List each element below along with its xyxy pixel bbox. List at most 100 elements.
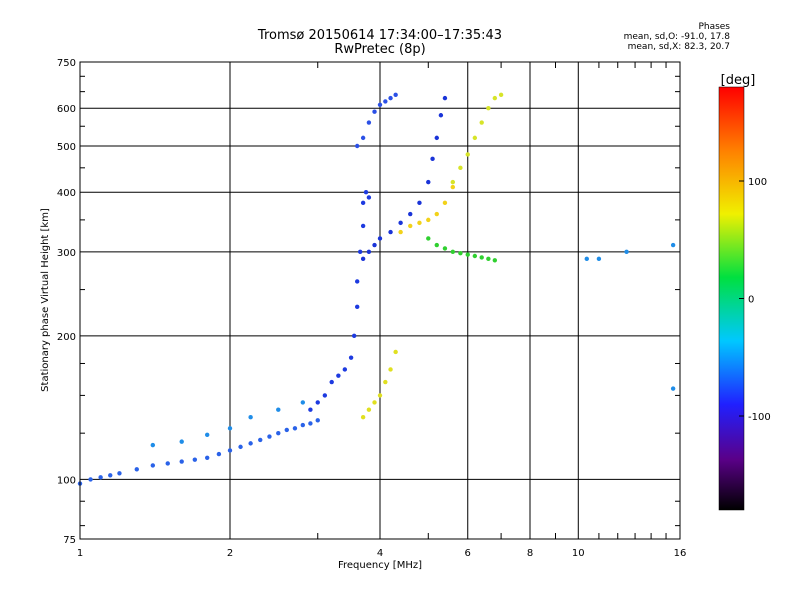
data-point	[492, 258, 498, 263]
data-point	[434, 242, 439, 248]
data-point	[88, 477, 93, 482]
data-point	[300, 422, 306, 428]
data-point	[292, 426, 298, 431]
data-point	[450, 179, 456, 185]
colorbar-label: [deg]	[721, 73, 756, 88]
data-point	[434, 135, 439, 141]
data-point	[308, 407, 313, 412]
data-point	[393, 349, 398, 355]
y-tick-label: 75	[63, 535, 76, 546]
x-tick-label: 1	[77, 548, 83, 559]
data-point	[238, 444, 243, 450]
y-tick-label: 400	[57, 188, 76, 199]
data-point	[372, 109, 377, 114]
data-point	[584, 256, 589, 262]
data-point	[117, 471, 122, 476]
data-point	[377, 393, 383, 398]
data-point	[204, 455, 210, 460]
data-point	[315, 418, 320, 423]
data-point	[366, 120, 372, 125]
data-point	[366, 407, 372, 412]
x-tick-label: 16	[674, 548, 687, 559]
data-point	[248, 441, 253, 446]
data-points	[77, 92, 676, 486]
data-point	[377, 236, 383, 241]
data-point	[383, 379, 388, 385]
x-tick-label: 8	[527, 548, 533, 559]
x-tick-label: 10	[572, 548, 585, 559]
data-point	[430, 156, 435, 162]
data-point	[442, 246, 448, 251]
data-point	[434, 211, 439, 217]
data-point	[388, 95, 393, 101]
x-tick-label: 6	[465, 548, 471, 559]
x-axis-ticks: 1 2 4 6 8 10 16	[77, 62, 687, 559]
data-point	[348, 355, 354, 360]
data-point	[227, 448, 233, 453]
x-tick-label: 4	[377, 548, 383, 559]
data-point	[227, 426, 233, 431]
data-point	[372, 400, 377, 405]
y-axis-label: Stationary phase Virtual Height [km]	[40, 208, 51, 392]
data-point	[354, 279, 360, 284]
data-point	[438, 113, 444, 118]
data-point	[465, 252, 470, 257]
data-point	[393, 92, 398, 98]
data-point	[458, 251, 463, 256]
data-point	[248, 415, 253, 420]
data-point	[108, 473, 113, 478]
data-point	[670, 386, 676, 391]
grid	[80, 62, 680, 539]
data-point	[258, 437, 263, 443]
data-point	[426, 236, 431, 241]
stats-heading: Phases	[698, 22, 730, 32]
y-tick-label: 300	[57, 248, 76, 259]
data-point	[377, 102, 383, 108]
data-point	[360, 223, 366, 229]
data-point	[267, 434, 272, 439]
data-point	[372, 242, 377, 248]
chart-title: Tromsø 20150614 17:34:00–17:35:43	[257, 28, 503, 43]
data-point	[458, 165, 463, 171]
data-point	[165, 461, 170, 466]
data-point	[465, 152, 470, 157]
data-point	[179, 439, 184, 444]
data-point	[322, 393, 328, 398]
data-point	[472, 253, 478, 259]
data-point	[388, 367, 393, 372]
data-point	[98, 475, 103, 480]
data-point	[150, 442, 156, 448]
data-point	[329, 379, 334, 385]
data-point	[398, 229, 403, 235]
colorbar-tick-label: -100	[748, 412, 771, 423]
chart-subtitle: RwPretec (8p)	[334, 42, 426, 57]
y-tick-label: 100	[57, 475, 76, 486]
data-point	[492, 95, 498, 101]
data-point	[360, 256, 366, 262]
data-point	[486, 256, 491, 262]
y-tick-label: 200	[57, 332, 76, 343]
y-tick-label: 750	[57, 58, 76, 69]
colorbar-tick-label: 100	[748, 177, 767, 188]
data-point	[408, 223, 413, 229]
data-point	[276, 407, 281, 412]
y-axis-ticks: 75 100 200 300 400 500 600 750	[57, 58, 680, 546]
data-point	[596, 256, 602, 262]
data-point	[388, 229, 393, 235]
data-point	[192, 457, 198, 462]
data-point	[450, 184, 456, 190]
data-point	[442, 95, 448, 101]
data-point	[498, 92, 504, 98]
data-point	[408, 211, 413, 217]
data-point	[472, 135, 478, 141]
x-axis-label: Frequency [MHz]	[338, 560, 422, 571]
data-point	[426, 179, 431, 185]
data-point	[336, 373, 341, 378]
phase-stats: Phases mean, sd,O: -91.0, 17.8 mean, sd,…	[560, 22, 730, 52]
data-point	[366, 249, 372, 255]
x-tick-label: 2	[227, 548, 233, 559]
data-point	[363, 190, 369, 195]
data-point	[366, 195, 372, 200]
y-tick-label: 600	[57, 104, 76, 115]
data-point	[276, 430, 281, 436]
